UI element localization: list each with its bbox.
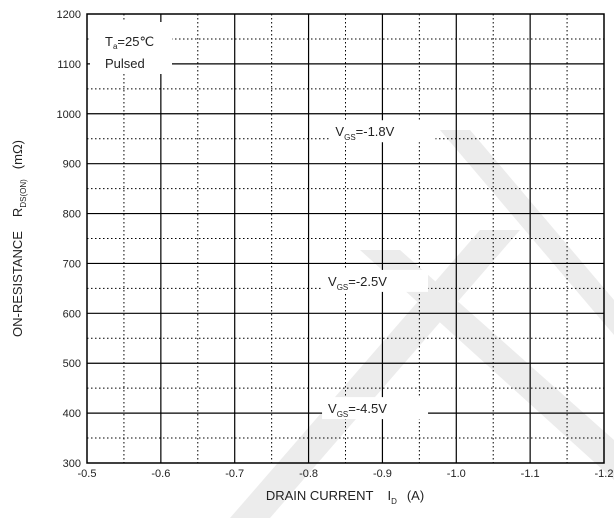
vgs-label: VGS=-4.5V <box>328 401 387 419</box>
y-tick-label: 900 <box>63 159 81 171</box>
y-tick-label: 700 <box>63 258 81 270</box>
x-tick-label: -0.8 <box>299 468 318 480</box>
x-tick-label: -0.9 <box>373 468 392 480</box>
major-grid <box>87 14 604 463</box>
x-tick-label: -1.2 <box>595 468 614 480</box>
y-tick-label: 1200 <box>57 9 81 21</box>
x-tick-label: -1.1 <box>521 468 540 480</box>
x-tick-label: -1.0 <box>447 468 466 480</box>
y-tick-label: 300 <box>63 458 81 470</box>
minor-grid <box>87 14 604 463</box>
y-tick-label: 800 <box>63 209 81 221</box>
x-tick-labels: -0.5 -0.6 -0.7 -0.8 -0.9 -1.0 -1.1 -1.2 <box>78 468 614 480</box>
vgs-label-background <box>322 269 429 292</box>
pulsed-mode-label: Pulsed <box>105 56 145 71</box>
y-tick-label: 500 <box>63 358 81 370</box>
ambient-temperature-label: Ta=25℃ <box>105 34 154 51</box>
vgs-label: VGS=-1.8V <box>335 124 394 142</box>
y-tick-label: 600 <box>63 308 81 320</box>
conditions-box <box>90 22 172 74</box>
x-tick-label: -0.6 <box>151 468 170 480</box>
y-tick-label: 400 <box>63 408 81 420</box>
x-tick-label: -0.5 <box>78 468 97 480</box>
x-tick-label: -0.7 <box>225 468 244 480</box>
vgs-annotations: VGS=-1.8V VGS=-2.5V VGS=-4.5V <box>322 120 436 420</box>
vgs-label-background <box>329 120 436 143</box>
y-axis-label: ON-RESISTANCERDS(ON)(mΩ) <box>10 140 28 337</box>
y-tick-labels: 1200 1100 1000 900 800 700 600 500 400 300 <box>57 9 81 470</box>
watermark <box>230 130 614 518</box>
y-tick-label: 1100 <box>57 59 81 71</box>
vgs-label-background <box>322 397 429 420</box>
x-axis-label: DRAIN CURRENT ID (A) <box>266 488 424 506</box>
vgs-label: VGS=-2.5V <box>328 274 387 292</box>
y-tick-label: 1000 <box>57 109 81 121</box>
plot-frame <box>86 13 605 464</box>
